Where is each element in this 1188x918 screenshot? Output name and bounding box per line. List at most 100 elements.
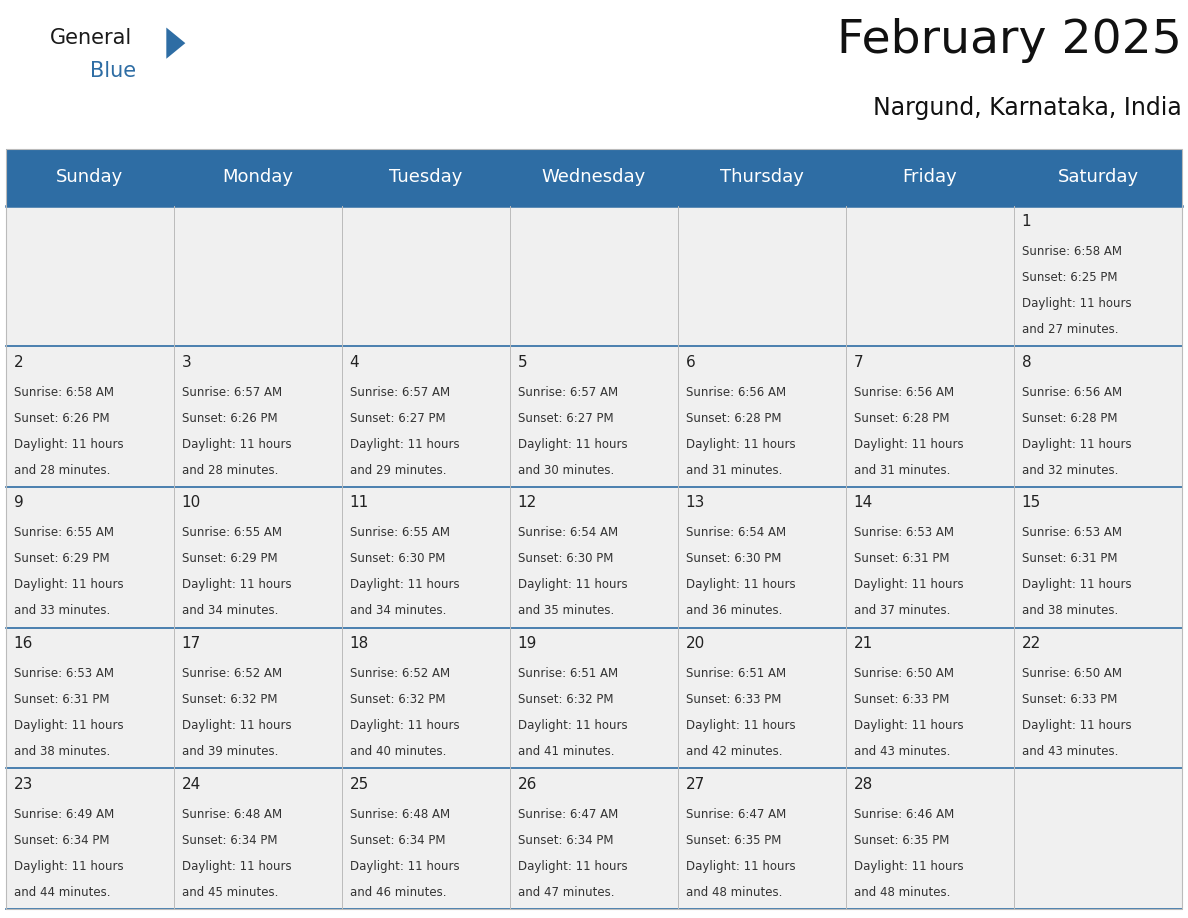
- Text: Sunrise: 6:54 AM: Sunrise: 6:54 AM: [685, 526, 785, 539]
- Text: Sunset: 6:28 PM: Sunset: 6:28 PM: [1022, 411, 1117, 425]
- Bar: [1015, 487, 1182, 628]
- Text: Friday: Friday: [903, 168, 958, 186]
- Text: and 35 minutes.: and 35 minutes.: [518, 604, 614, 617]
- Text: 2: 2: [13, 354, 23, 370]
- Text: and 27 minutes.: and 27 minutes.: [1022, 323, 1118, 336]
- Bar: [6, 149, 1182, 909]
- Text: and 28 minutes.: and 28 minutes.: [182, 464, 278, 476]
- Text: Sunset: 6:34 PM: Sunset: 6:34 PM: [518, 834, 613, 846]
- Bar: [510, 346, 678, 487]
- Bar: [846, 346, 1015, 487]
- Text: Sunrise: 6:50 AM: Sunrise: 6:50 AM: [854, 666, 954, 680]
- Text: Sunset: 6:33 PM: Sunset: 6:33 PM: [854, 693, 949, 706]
- Text: February 2025: February 2025: [838, 18, 1182, 63]
- Text: and 47 minutes.: and 47 minutes.: [518, 886, 614, 899]
- Text: Sunday: Sunday: [56, 168, 124, 186]
- Text: Sunset: 6:33 PM: Sunset: 6:33 PM: [1022, 693, 1117, 706]
- Text: and 30 minutes.: and 30 minutes.: [518, 464, 614, 476]
- Bar: [342, 206, 510, 346]
- Text: Sunrise: 6:48 AM: Sunrise: 6:48 AM: [182, 808, 282, 821]
- Text: 21: 21: [854, 636, 873, 651]
- Text: 1: 1: [1022, 214, 1031, 230]
- Bar: [6, 206, 173, 346]
- Text: Sunset: 6:32 PM: Sunset: 6:32 PM: [518, 693, 613, 706]
- Text: Sunset: 6:31 PM: Sunset: 6:31 PM: [1022, 553, 1117, 565]
- Text: 3: 3: [182, 354, 191, 370]
- Bar: [342, 346, 510, 487]
- Text: Sunset: 6:35 PM: Sunset: 6:35 PM: [854, 834, 949, 846]
- Text: Tuesday: Tuesday: [390, 168, 462, 186]
- Text: 14: 14: [854, 496, 873, 510]
- Text: Sunrise: 6:56 AM: Sunrise: 6:56 AM: [854, 386, 954, 398]
- Bar: [1015, 628, 1182, 768]
- Text: Sunset: 6:31 PM: Sunset: 6:31 PM: [854, 553, 949, 565]
- Text: Daylight: 11 hours: Daylight: 11 hours: [518, 859, 627, 873]
- Bar: [678, 768, 846, 909]
- Text: 25: 25: [349, 777, 368, 791]
- Text: Blue: Blue: [90, 61, 137, 81]
- Text: and 31 minutes.: and 31 minutes.: [854, 464, 950, 476]
- Text: Saturday: Saturday: [1057, 168, 1138, 186]
- Text: 17: 17: [182, 636, 201, 651]
- Text: and 28 minutes.: and 28 minutes.: [13, 464, 109, 476]
- Text: Sunrise: 6:47 AM: Sunrise: 6:47 AM: [685, 808, 785, 821]
- Text: Daylight: 11 hours: Daylight: 11 hours: [1022, 438, 1131, 451]
- Text: 27: 27: [685, 777, 704, 791]
- Bar: [510, 206, 678, 346]
- Text: Daylight: 11 hours: Daylight: 11 hours: [685, 859, 795, 873]
- Text: 20: 20: [685, 636, 704, 651]
- Bar: [173, 628, 342, 768]
- Text: and 38 minutes.: and 38 minutes.: [13, 745, 109, 758]
- Text: 13: 13: [685, 496, 704, 510]
- Bar: [342, 628, 510, 768]
- Text: Sunrise: 6:52 AM: Sunrise: 6:52 AM: [182, 666, 282, 680]
- Bar: [846, 487, 1015, 628]
- Text: Sunset: 6:28 PM: Sunset: 6:28 PM: [854, 411, 949, 425]
- Text: 26: 26: [518, 777, 537, 791]
- Text: and 43 minutes.: and 43 minutes.: [854, 745, 950, 758]
- Text: and 41 minutes.: and 41 minutes.: [518, 745, 614, 758]
- Bar: [678, 206, 846, 346]
- Text: Sunset: 6:34 PM: Sunset: 6:34 PM: [13, 834, 109, 846]
- Text: 24: 24: [182, 777, 201, 791]
- Text: Sunrise: 6:46 AM: Sunrise: 6:46 AM: [854, 808, 954, 821]
- Text: Sunset: 6:32 PM: Sunset: 6:32 PM: [349, 693, 446, 706]
- Text: 15: 15: [1022, 496, 1041, 510]
- Text: Sunset: 6:28 PM: Sunset: 6:28 PM: [685, 411, 781, 425]
- Text: Daylight: 11 hours: Daylight: 11 hours: [182, 578, 291, 591]
- Text: Sunrise: 6:52 AM: Sunrise: 6:52 AM: [349, 666, 450, 680]
- Text: Sunrise: 6:58 AM: Sunrise: 6:58 AM: [13, 386, 114, 398]
- Text: and 33 minutes.: and 33 minutes.: [13, 604, 109, 617]
- Text: Daylight: 11 hours: Daylight: 11 hours: [349, 578, 459, 591]
- Text: Sunrise: 6:57 AM: Sunrise: 6:57 AM: [349, 386, 450, 398]
- Text: Daylight: 11 hours: Daylight: 11 hours: [854, 719, 963, 732]
- Text: 5: 5: [518, 354, 527, 370]
- Bar: [1015, 206, 1182, 346]
- Text: Daylight: 11 hours: Daylight: 11 hours: [518, 578, 627, 591]
- Text: Sunrise: 6:56 AM: Sunrise: 6:56 AM: [1022, 386, 1121, 398]
- Text: Sunset: 6:27 PM: Sunset: 6:27 PM: [349, 411, 446, 425]
- Text: 6: 6: [685, 354, 695, 370]
- Text: and 40 minutes.: and 40 minutes.: [349, 745, 446, 758]
- Text: Daylight: 11 hours: Daylight: 11 hours: [13, 719, 124, 732]
- Text: 8: 8: [1022, 354, 1031, 370]
- Text: 4: 4: [349, 354, 359, 370]
- Bar: [342, 768, 510, 909]
- Polygon shape: [166, 28, 185, 59]
- Bar: [173, 768, 342, 909]
- Text: Daylight: 11 hours: Daylight: 11 hours: [349, 719, 459, 732]
- Text: and 38 minutes.: and 38 minutes.: [1022, 604, 1118, 617]
- Text: 23: 23: [13, 777, 33, 791]
- Text: Daylight: 11 hours: Daylight: 11 hours: [349, 859, 459, 873]
- Text: 22: 22: [1022, 636, 1041, 651]
- Text: Daylight: 11 hours: Daylight: 11 hours: [854, 578, 963, 591]
- Text: Sunset: 6:30 PM: Sunset: 6:30 PM: [518, 553, 613, 565]
- Text: 11: 11: [349, 496, 368, 510]
- Text: Sunrise: 6:53 AM: Sunrise: 6:53 AM: [13, 666, 114, 680]
- Bar: [342, 487, 510, 628]
- Text: Sunset: 6:31 PM: Sunset: 6:31 PM: [13, 693, 109, 706]
- Text: and 44 minutes.: and 44 minutes.: [13, 886, 110, 899]
- Text: Daylight: 11 hours: Daylight: 11 hours: [1022, 297, 1131, 310]
- Text: Daylight: 11 hours: Daylight: 11 hours: [349, 438, 459, 451]
- Bar: [510, 768, 678, 909]
